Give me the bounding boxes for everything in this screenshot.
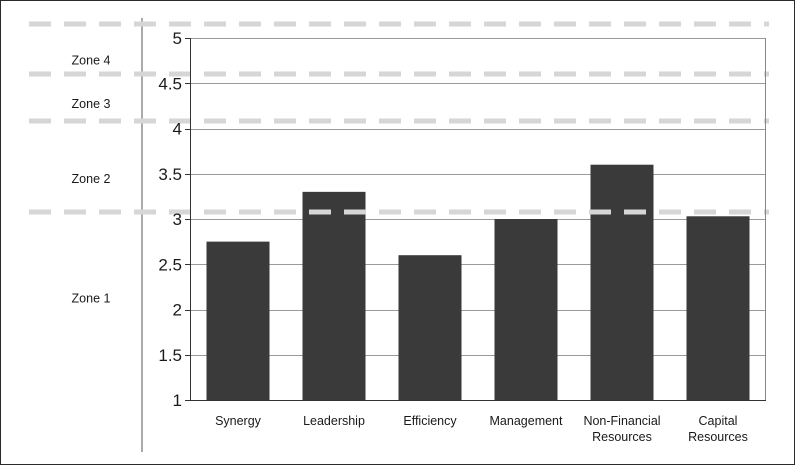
- bar-1: [302, 191, 366, 400]
- category-label-5: Capital Resources: [688, 414, 748, 444]
- zone-boundary-lines: [29, 21, 769, 215]
- category-label-3: Management: [490, 414, 563, 428]
- bar-3: [494, 219, 558, 400]
- bar-2: [398, 255, 462, 400]
- y-tick-label-7: 4.5: [158, 74, 182, 93]
- category-labels: Synergy Leadership Efficiency Management Non…: [215, 414, 748, 444]
- zone-label-0: Zone 4: [72, 54, 111, 68]
- zone-label-1: Zone 3: [72, 97, 111, 111]
- category-label-0: Synergy: [215, 414, 262, 428]
- y-tick-label-5: 3.5: [158, 165, 182, 184]
- y-tick-label-1: 1.5: [158, 346, 182, 365]
- y-tick-label-8: 5: [173, 29, 182, 48]
- zone-label-3: Zone 1: [72, 292, 111, 306]
- axes: [190, 38, 766, 401]
- gridlines: [190, 38, 766, 401]
- category-label-1: Leadership: [303, 414, 365, 428]
- category-label-2: Efficiency: [403, 414, 457, 428]
- y-tick-label-0: 1: [173, 391, 182, 410]
- y-tick-label-4: 3: [173, 210, 182, 229]
- bars: [206, 164, 750, 400]
- y-tick-label-3: 2.5: [158, 255, 182, 274]
- y-tick-label-6: 4: [173, 120, 182, 139]
- zone-label-2: Zone 2: [72, 172, 111, 186]
- bar-5: [686, 216, 750, 400]
- bar-4: [590, 164, 654, 400]
- bar-0: [206, 241, 270, 400]
- category-label-4: Non-Financial Resources: [583, 414, 660, 444]
- zone-labels: Zone 4 Zone 3 Zone 2 Zone 1: [72, 54, 111, 306]
- y-tick-labels: 1 1.5 2 2.5 3 3.5 4 4.5 5: [158, 29, 190, 410]
- y-tick-label-2: 2: [173, 301, 182, 320]
